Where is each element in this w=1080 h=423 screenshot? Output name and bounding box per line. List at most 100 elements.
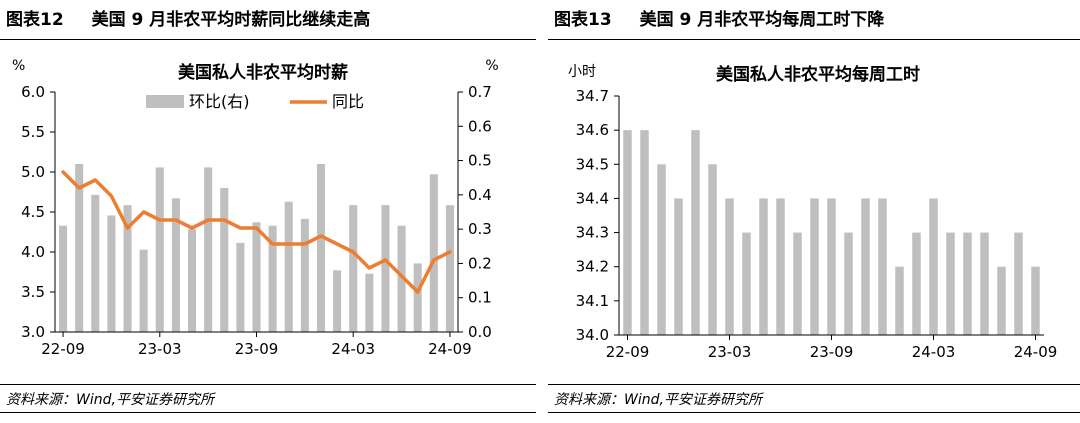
point-yoy <box>319 234 323 238</box>
bar-mom <box>171 198 180 332</box>
left-tick-label: 34.5 <box>576 155 609 173</box>
bar-mom <box>75 164 84 332</box>
point-yoy <box>206 218 210 222</box>
point-yoy <box>367 266 371 270</box>
point-yoy <box>271 242 275 246</box>
right-tick-label: 0.1 <box>468 289 492 307</box>
bar-mom <box>107 215 116 332</box>
legend-bar-swatch <box>146 95 184 108</box>
bar-weekly-hours <box>997 266 1006 335</box>
bar-weekly-hours <box>878 198 887 335</box>
point-yoy <box>255 226 258 230</box>
bar-mom <box>429 174 438 332</box>
left-tick-label: 5.0 <box>21 163 45 181</box>
legend-line-label: 同比 <box>332 92 364 111</box>
bar-mom <box>91 194 100 332</box>
bar-mom <box>284 201 293 332</box>
point-yoy <box>287 242 291 246</box>
point-yoy <box>416 290 420 294</box>
figure-13: 图表13 美国 9 月非农平均每周工时下降 美国私人非农平均每周工时 小时 34.0… <box>548 0 1080 423</box>
x-tick-label: 24-09 <box>428 340 472 358</box>
point-yoy <box>77 186 81 190</box>
right-tick-label: 0.2 <box>468 254 492 272</box>
x-tick-label: 24-09 <box>1014 343 1058 361</box>
bar-mom <box>300 218 309 332</box>
bar-weekly-hours <box>946 232 955 335</box>
bar-mom <box>445 205 454 332</box>
left-tick-label: 3.5 <box>21 283 45 301</box>
bottom-rule <box>548 412 1080 413</box>
left-tick-label: 34.1 <box>576 292 609 310</box>
right-tick-label: 0.6 <box>468 117 492 135</box>
x-tick-label: 24-03 <box>331 340 375 358</box>
bar-weekly-hours <box>776 198 785 335</box>
point-yoy <box>142 210 146 214</box>
point-yoy <box>109 194 113 198</box>
bar-mom <box>252 222 261 332</box>
right-axis-unit: % <box>485 58 498 74</box>
bar-mom <box>349 205 358 332</box>
bar-weekly-hours <box>623 130 632 335</box>
bar-weekly-hours <box>691 130 700 335</box>
left-tick-label: 5.5 <box>21 123 45 141</box>
bar-weekly-hours <box>912 232 921 335</box>
point-yoy <box>174 218 178 222</box>
left-tick-label: 34.7 <box>576 87 609 105</box>
point-yoy <box>335 242 339 246</box>
x-tick-label: 23-09 <box>810 343 854 361</box>
bar-weekly-hours <box>708 164 717 335</box>
bar-weekly-hours <box>1014 232 1023 335</box>
bar-mom <box>187 229 197 332</box>
point-yoy <box>383 258 387 262</box>
bar-weekly-hours <box>810 198 819 335</box>
bar-mom <box>413 263 422 332</box>
bar-mom <box>333 270 342 332</box>
legend-bar-label: 环比(右) <box>189 92 250 111</box>
point-yoy <box>158 218 162 222</box>
left-axis-unit: % <box>12 58 25 74</box>
bar-mom <box>397 225 406 332</box>
right-tick-label: 0.0 <box>468 323 492 341</box>
bar-mom <box>59 225 68 332</box>
left-tick-label: 34.2 <box>576 258 609 276</box>
bar-weekly-hours <box>759 198 768 335</box>
bar-weekly-hours <box>640 130 649 335</box>
figure-title: 美国 9 月非农平均时薪同比继续走高 <box>91 10 371 30</box>
left-tick-label: 34.6 <box>576 121 609 139</box>
x-tick-label: 23-03 <box>138 340 182 358</box>
left-tick-label: 3.0 <box>21 323 45 341</box>
bar-weekly-hours <box>895 266 904 335</box>
x-tick-label: 23-09 <box>235 340 279 358</box>
header-rule <box>0 39 536 40</box>
bar-weekly-hours <box>1031 266 1040 335</box>
right-tick-label: 0.7 <box>468 83 492 101</box>
left-tick-label: 34.0 <box>576 326 609 344</box>
figure-12: 图表12 美国 9 月非农平均时薪同比继续走高 美国私人非农平均时薪%% 3.0 3… <box>0 0 536 423</box>
bar-weekly-hours <box>674 198 683 335</box>
weekly-hours-chart: 美国私人非农平均每周工时 小时 34.0 34.1 34.2 34.3 34.4 34.5 34… <box>568 64 1058 361</box>
point-yoy <box>190 226 194 230</box>
left-tick-label: 4.0 <box>21 243 45 261</box>
footer-rule <box>548 384 1080 385</box>
point-yoy <box>61 170 65 174</box>
figure-title: 美国 9 月非农平均每周工时下降 <box>639 10 885 30</box>
figure-number: 图表13 <box>554 10 612 30</box>
point-yoy <box>93 178 97 182</box>
bar-weekly-hours <box>657 164 666 335</box>
figure-header: 图表13 美国 9 月非农平均每周工时下降 <box>548 3 1080 37</box>
bar-mom <box>316 164 326 332</box>
chart-title: 美国私人非农平均每周工时 <box>716 64 920 85</box>
right-tick-label: 0.4 <box>468 186 492 204</box>
left-tick-label: 34.3 <box>576 224 609 242</box>
header-rule <box>548 39 1080 40</box>
x-tick-label: 23-03 <box>708 343 752 361</box>
bar-mom <box>204 167 213 332</box>
bar-weekly-hours <box>963 232 972 335</box>
bar-mom <box>123 205 132 332</box>
bar-weekly-hours <box>929 198 938 335</box>
bar-weekly-hours <box>725 198 734 335</box>
hourly-earnings-chart: 美国私人非农平均时薪% % 3.0 3.5 4.0 4.5 5.0 5.5 6.0 0.0 0.1 0… <box>12 58 499 358</box>
bar-weekly-hours <box>861 198 870 335</box>
x-tick-label: 22-09 <box>41 340 85 358</box>
bar-mom <box>268 225 277 332</box>
